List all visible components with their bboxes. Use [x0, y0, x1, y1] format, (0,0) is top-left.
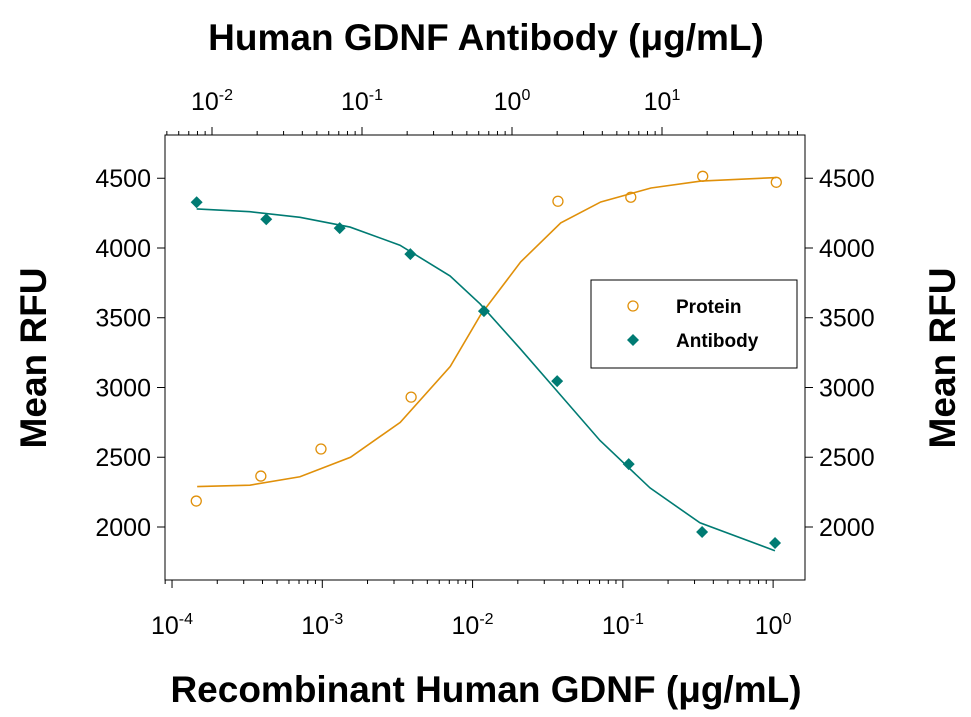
y-tick-label: 3000: [95, 374, 151, 402]
x2-tick-base: 10: [644, 88, 672, 116]
y-axis-title: Mean RFU: [13, 268, 54, 449]
data-point: [190, 495, 202, 507]
plot-frame: [164, 134, 806, 581]
x-tick-label: 100: [755, 611, 792, 640]
y2-tick-label: 4000: [819, 235, 875, 263]
x2-tick-exponent: -2: [219, 87, 233, 104]
data-point: [333, 222, 346, 235]
legend-marker: [627, 334, 639, 346]
data-point: [477, 305, 490, 318]
x-tick-exponent: -4: [179, 611, 193, 628]
x-tick-exponent: 0: [783, 611, 792, 628]
y-tick-label: 4000: [95, 235, 151, 263]
data-point: [697, 170, 709, 182]
x2-tick-label: 10-1: [341, 87, 383, 116]
x-tick-exponent: -1: [630, 611, 644, 628]
legend-label: Protein: [676, 297, 741, 318]
y-tick-label: 3500: [95, 305, 151, 333]
x-tick-base: 10: [602, 612, 630, 640]
x2-tick-exponent: 0: [521, 87, 530, 104]
data-point: [625, 191, 637, 203]
x2-tick-base: 10: [191, 88, 219, 116]
x-tick-label: 10-1: [602, 611, 644, 640]
data-point: [769, 537, 782, 550]
y2-axis-title: Mean RFU: [922, 268, 963, 449]
x2-tick-label: 100: [494, 87, 531, 116]
data-point: [552, 195, 564, 207]
data-point: [551, 375, 564, 388]
x2-tick-exponent: -1: [369, 87, 383, 104]
fit-curve: [196, 208, 776, 552]
legend-box: [590, 279, 798, 369]
x-tick-base: 10: [301, 612, 329, 640]
data-point: [190, 196, 203, 209]
y-tick-label: 4500: [95, 165, 151, 193]
y2-tick-label: 3000: [819, 374, 875, 402]
x-tick-base: 10: [452, 612, 480, 640]
x2-tick-label: 101: [644, 87, 681, 116]
data-point: [315, 443, 327, 455]
x-tick-label: 10-2: [452, 611, 494, 640]
data-point: [622, 458, 635, 471]
x2-tick-base: 10: [494, 88, 522, 116]
y2-tick-label: 3500: [819, 305, 875, 333]
data-point: [405, 391, 417, 403]
x2-tick-exponent: 1: [671, 87, 680, 104]
fit-curve: [197, 176, 777, 488]
data-point: [770, 176, 782, 188]
chart-title: Human GDNF Antibody (μg/mL): [208, 17, 764, 58]
y-tick-label: 2000: [95, 514, 151, 542]
x-tick-exponent: -2: [479, 611, 493, 628]
x-tick-exponent: -3: [329, 611, 343, 628]
x2-tick-base: 10: [341, 88, 369, 116]
y-tick-label: 2500: [95, 444, 151, 472]
data-point: [696, 526, 709, 539]
data-point: [260, 213, 273, 226]
x-axis-title: Recombinant Human GDNF (μg/mL): [170, 669, 801, 710]
y2-tick-label: 4500: [819, 165, 875, 193]
legend-marker: [627, 300, 639, 312]
x-tick-label: 10-4: [151, 611, 193, 640]
y2-tick-label: 2500: [819, 444, 875, 472]
data-point: [255, 470, 267, 482]
x-tick-base: 10: [755, 612, 783, 640]
data-point: [404, 248, 417, 261]
x-tick-label: 10-3: [301, 611, 343, 640]
y2-tick-label: 2000: [819, 514, 875, 542]
x2-tick-label: 10-2: [191, 87, 233, 116]
x-tick-base: 10: [151, 612, 179, 640]
legend-label: Antibody: [676, 331, 759, 352]
